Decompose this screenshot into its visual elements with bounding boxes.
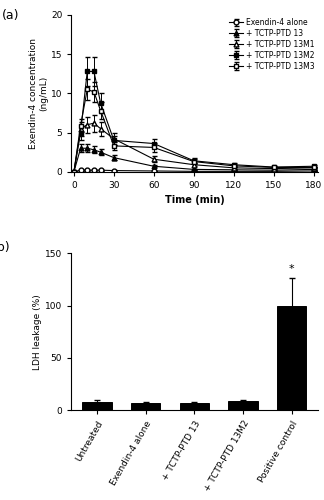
Y-axis label: Exendin-4 concentration
(ng/mL): Exendin-4 concentration (ng/mL)	[29, 38, 48, 149]
Y-axis label: LDH leakage (%): LDH leakage (%)	[33, 294, 42, 370]
Bar	[131, 403, 160, 410]
Bar	[228, 401, 258, 410]
Text: *: *	[289, 264, 295, 274]
Legend: Exendin-4 alone, + TCTP-PTD 13, + TCTP-PTD 13M1, + TCTP-PTD 13M2, + TCTP-PTD 13M: Exendin-4 alone, + TCTP-PTD 13, + TCTP-P…	[227, 16, 316, 72]
X-axis label: Time (min): Time (min)	[165, 196, 224, 205]
Bar	[83, 402, 112, 410]
Text: (a): (a)	[2, 8, 20, 22]
Text: (b): (b)	[0, 240, 10, 254]
Bar	[277, 306, 306, 410]
Bar	[180, 402, 209, 410]
